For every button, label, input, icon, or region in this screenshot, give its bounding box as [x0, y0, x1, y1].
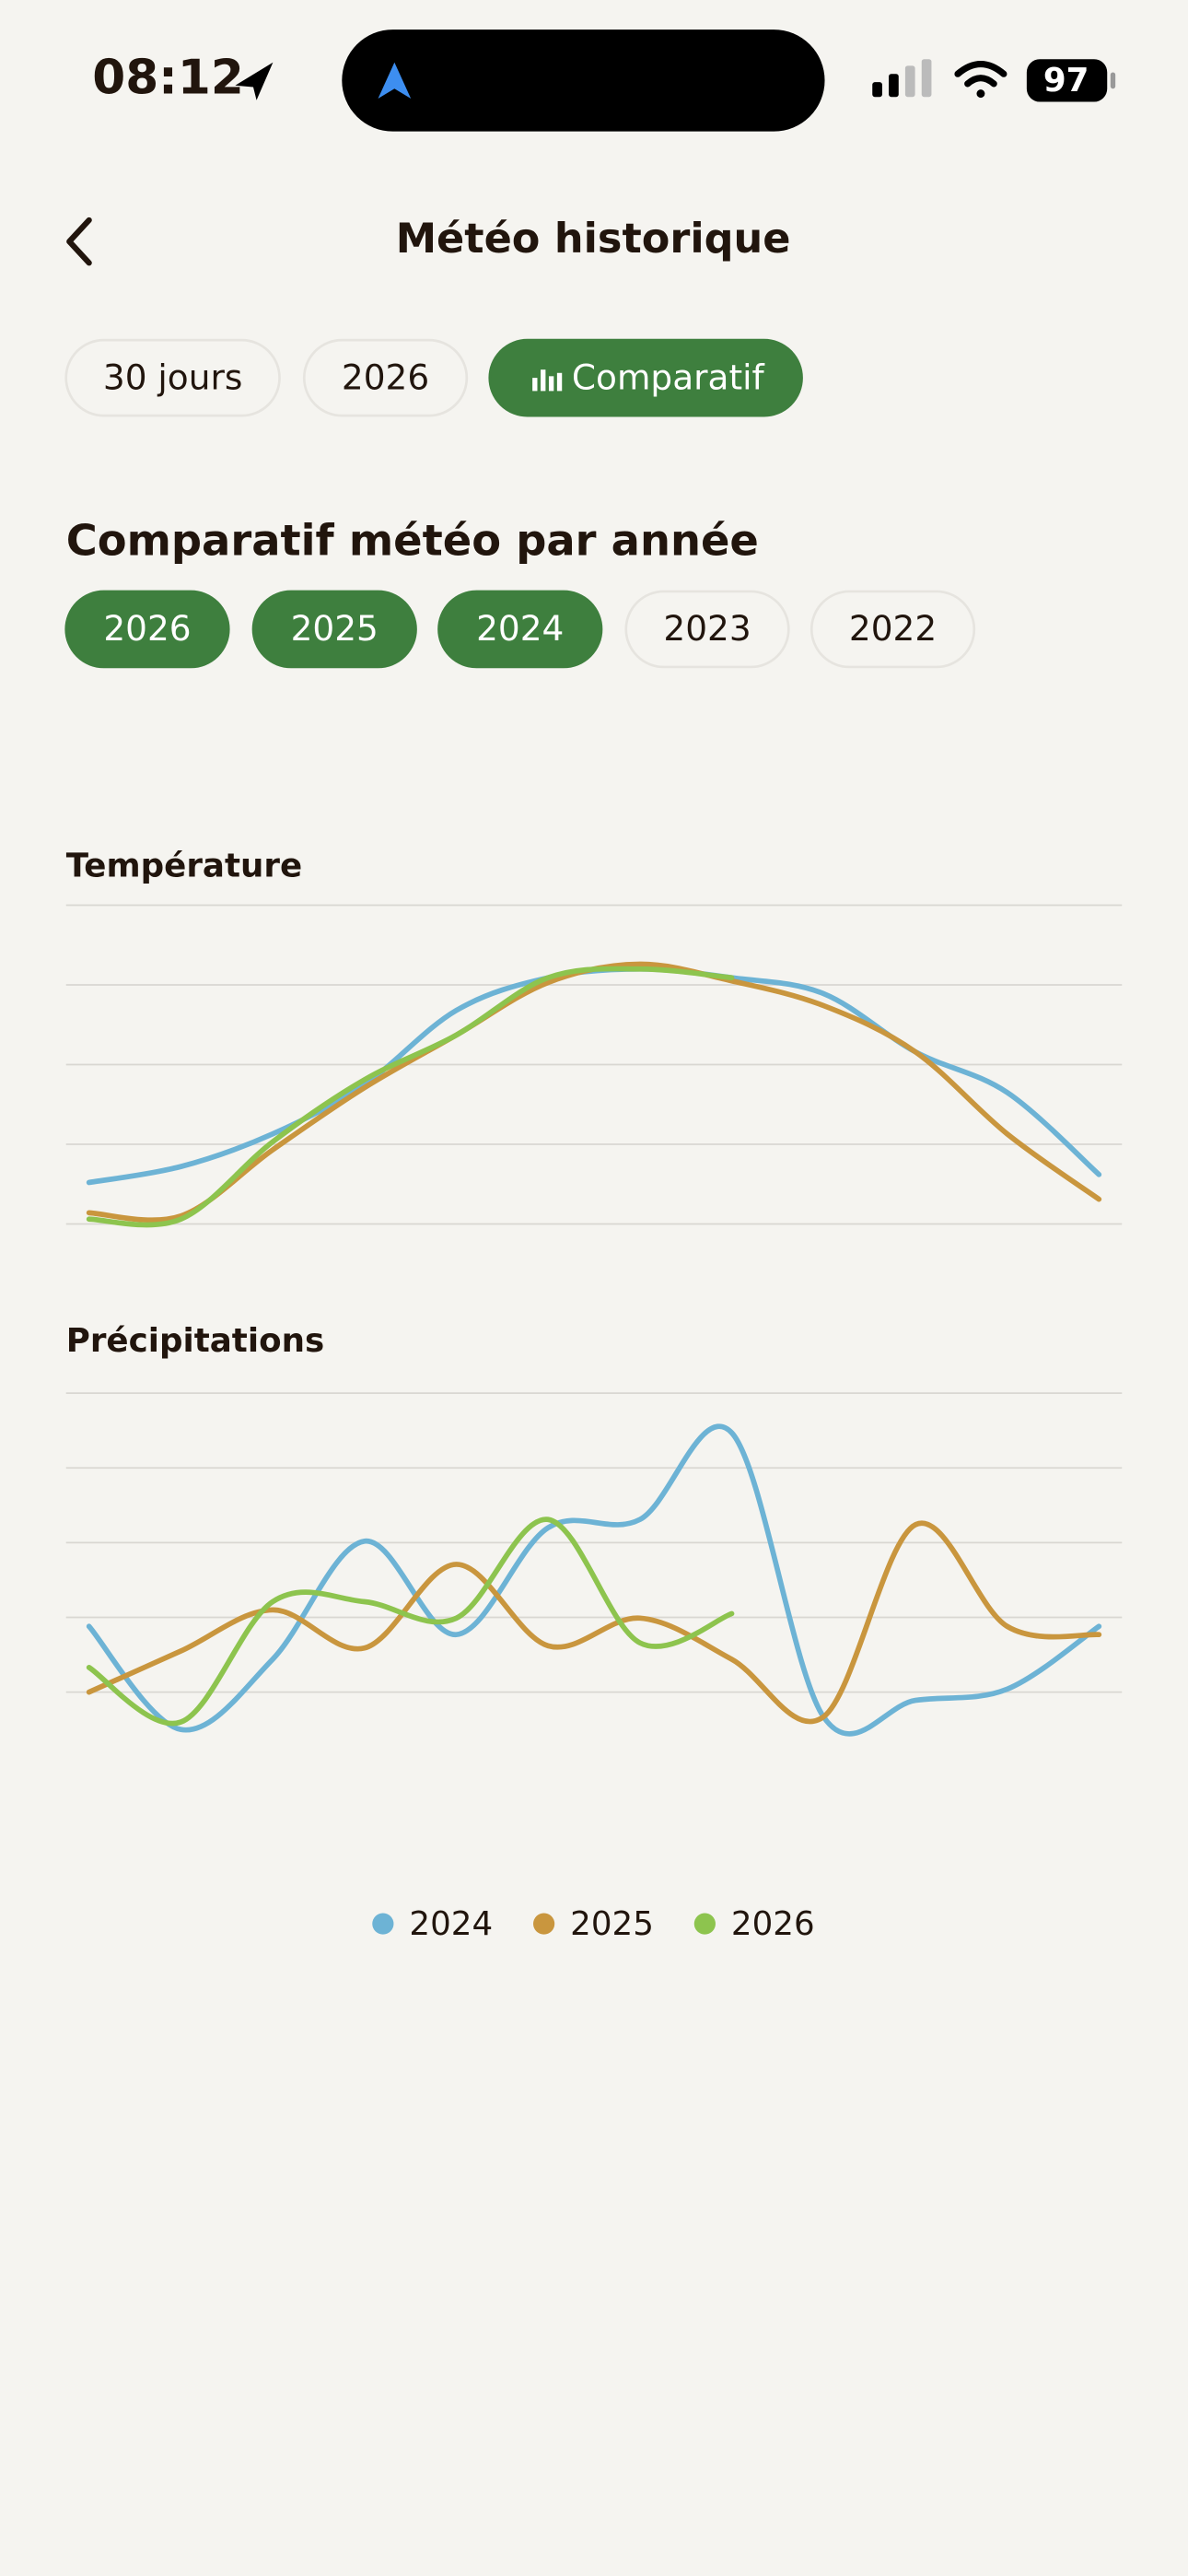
legend-swatch: [372, 1913, 394, 1935]
tabs: 30 jours 2026 Comparatif: [64, 338, 803, 417]
signal-icon: [872, 59, 932, 98]
status-time: 08:12: [92, 50, 244, 105]
legend: 2024 2025 2026: [372, 1905, 815, 1943]
legend-swatch: [533, 1913, 555, 1935]
back-button[interactable]: [66, 217, 92, 266]
icon-bar: [548, 376, 554, 392]
icon-bar: [532, 378, 538, 392]
tab-label: 30 jours: [103, 357, 242, 397]
legend-swatch: [693, 1913, 716, 1935]
year-chip[interactable]: [809, 590, 976, 669]
year-chip-label: 2025: [291, 608, 379, 649]
year-chip[interactable]: [624, 590, 790, 669]
legend-label: 2026: [731, 1905, 815, 1943]
chart-icon: [532, 369, 563, 392]
tab[interactable]: [302, 338, 469, 417]
tab[interactable]: [488, 338, 803, 417]
tab-label: Comparatif: [572, 357, 765, 397]
year-chip-label: 2022: [849, 608, 937, 649]
icon-bar: [541, 369, 546, 392]
legend-label: 2025: [570, 1905, 654, 1943]
tab[interactable]: [64, 338, 281, 417]
charts: Température Précipitations: [65, 848, 1123, 1737]
battery-tip: [1110, 72, 1116, 89]
year-chip[interactable]: [64, 590, 230, 669]
chart-title: Précipitations: [66, 1322, 324, 1360]
chart-title: Température: [66, 848, 302, 885]
wifi-icon: [954, 60, 1007, 99]
section-title: Comparatif météo par année: [66, 516, 759, 566]
nav-icon: [378, 62, 412, 99]
year-chip[interactable]: [437, 590, 603, 669]
legend-label: 2024: [409, 1905, 493, 1943]
dynamic-island: [342, 29, 825, 132]
line-chart: Précipitations: [65, 1322, 1123, 1737]
battery-icon: [1026, 59, 1108, 102]
year-chip[interactable]: [251, 590, 417, 669]
year-chip-label: 2026: [103, 608, 191, 649]
year-chips: 2026 2025 2024 2023 2022: [64, 590, 976, 669]
series-line: [86, 1520, 1102, 1725]
icon-bar: [556, 372, 563, 392]
series-line: [86, 966, 735, 1228]
tab-label: 2026: [342, 357, 429, 397]
battery-level: 97: [1043, 62, 1089, 100]
line-chart: Température: [65, 848, 1123, 1228]
series-line: [86, 1516, 735, 1727]
location-icon: [235, 62, 274, 100]
series-line: [86, 1423, 1102, 1737]
header-title: Météo historique: [396, 215, 791, 263]
year-chip-label: 2023: [663, 608, 751, 649]
year-chip-label: 2024: [476, 608, 564, 649]
